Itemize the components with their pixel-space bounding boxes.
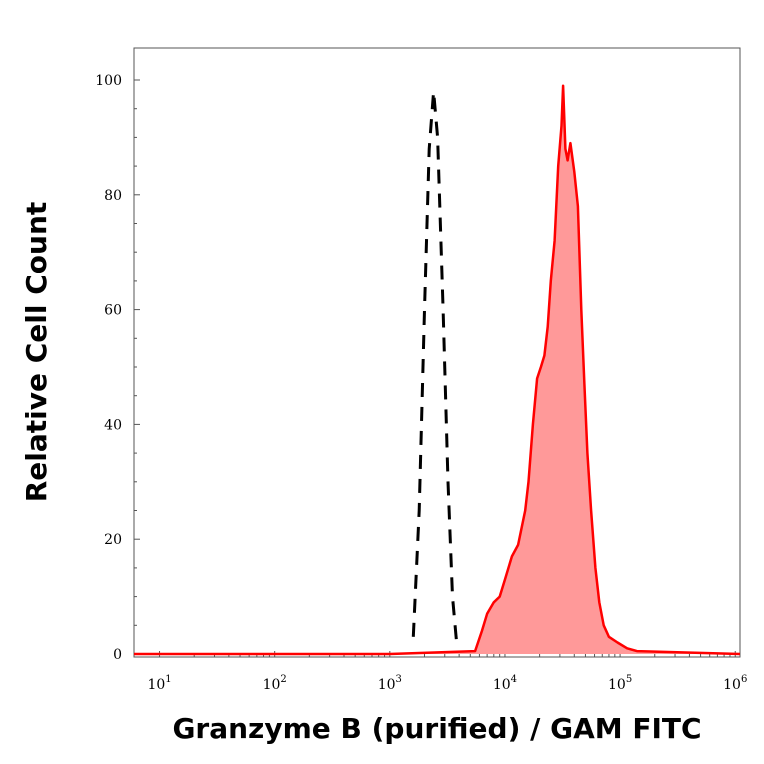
y-tick-label: 100 (95, 73, 122, 89)
series-layer (134, 84, 741, 656)
y-tick-label: 60 (104, 303, 122, 319)
y-axis-title: Relative Cell Count (20, 202, 53, 503)
x-tick-label: 101 (147, 674, 171, 693)
y-tick-label: 0 (113, 647, 122, 663)
minor-ticks (134, 79, 736, 657)
y-tick-label: 40 (104, 417, 122, 433)
x-tick-label: 106 (723, 674, 747, 693)
sample-histogram-line (134, 84, 741, 656)
x-tick-label: 103 (378, 674, 402, 693)
y-tick-label: 80 (104, 188, 122, 204)
y-tick-label: 20 (104, 532, 122, 548)
y-tick-labels: 0 20 40 60 80 100 (95, 73, 122, 663)
x-axis-title: Granzyme B (purified) / GAM FITC (172, 712, 701, 745)
x-tick-label: 104 (493, 674, 517, 693)
x-tick-label: 102 (263, 674, 287, 693)
plot-frame (133, 47, 741, 658)
x-tick-label: 105 (608, 674, 632, 693)
sample-histogram-fill (134, 85, 740, 654)
isotype-control-line (411, 91, 459, 643)
x-tick-labels: 101 102 103 104 105 106 (147, 674, 747, 693)
